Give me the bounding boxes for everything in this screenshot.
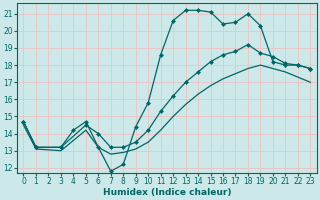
X-axis label: Humidex (Indice chaleur): Humidex (Indice chaleur): [103, 188, 231, 197]
